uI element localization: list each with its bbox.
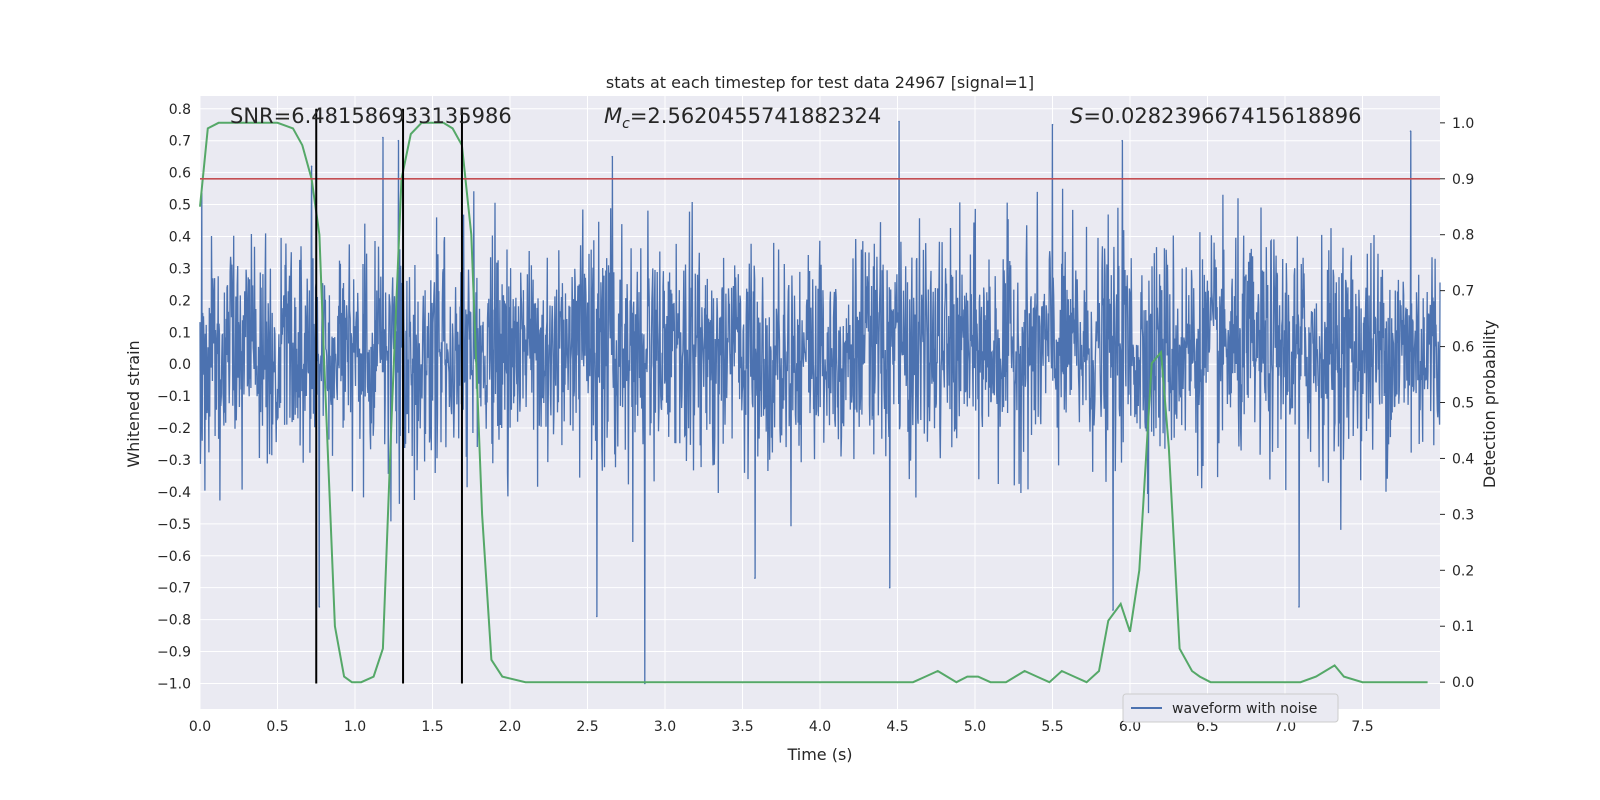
waveform-peak-point	[1298, 606, 1300, 608]
x-tick-label: 2.0	[499, 719, 521, 735]
x-tick-label: 7.5	[1351, 719, 1373, 735]
x-tick-label: 4.5	[886, 719, 908, 735]
y2-tick-label: 0.5	[1452, 396, 1474, 412]
chirp-mass-value: =2.5620455741882324	[630, 104, 881, 128]
waveform-peak-point	[1409, 130, 1412, 132]
waveform-peak-point	[596, 615, 598, 618]
chirp-mass-subscript: c	[622, 116, 630, 132]
y2-tick-label: 0.2	[1452, 563, 1474, 579]
y-tick-label: 0.4	[169, 229, 191, 245]
y-tick-label: −0.5	[157, 517, 191, 533]
y2-tick-label: 0.0	[1452, 675, 1474, 691]
x-tick-label: 6.0	[1119, 719, 1141, 735]
y-tick-label: 0.1	[169, 325, 191, 341]
waveform-peak-point	[898, 120, 900, 123]
x-tick-label: 1.0	[344, 719, 366, 735]
x-tick-labels: 0.0 0.5 1.0 1.5 2.0 2.5 3.0 3.5 4.0 4.5 5.0 5.5 6.0 6…	[189, 719, 1374, 735]
waveform-peak-point	[888, 586, 891, 589]
y-tick-label: 0.5	[169, 198, 191, 214]
y-tick-label: 0.2	[169, 293, 191, 309]
s-symbol: S	[1070, 104, 1083, 128]
y-tick-label: −0.4	[157, 485, 191, 501]
legend-entry-waveform: waveform with noise	[1172, 701, 1317, 717]
y-tick-label: −0.6	[157, 549, 191, 565]
y-tick-label: −0.2	[157, 421, 191, 437]
x-axis-label: Time (s)	[786, 745, 852, 764]
vertical-markers	[315, 108, 463, 684]
x-tick-label: 2.5	[576, 719, 598, 735]
waveform-peak-point	[397, 139, 400, 142]
legend-box	[1122, 693, 1339, 723]
waveform-line	[199, 121, 1441, 684]
legend: waveform with noise	[1122, 693, 1339, 723]
waveform-peak-point	[611, 155, 614, 158]
x-tick-label: 3.0	[654, 719, 676, 735]
y2-tick-label: 0.3	[1452, 507, 1474, 523]
x-tick-label: 5.0	[964, 719, 986, 735]
y2-tick-label: 0.8	[1452, 228, 1474, 244]
y2-tick-labels: 1.0 0.9 0.8 0.7 0.6 0.5 0.4 0.3 0.2 0.1 0.0	[1440, 116, 1474, 691]
waveform-peak-point	[1121, 139, 1124, 142]
y-tick-label: 0.0	[169, 357, 191, 373]
x-tick-label: 1.5	[421, 719, 443, 735]
y-tick-label: −0.9	[157, 645, 191, 661]
y2-tick-label: 0.9	[1452, 172, 1474, 188]
y-tick-label: −1.0	[157, 676, 191, 692]
x-tick-label: 7.0	[1274, 719, 1296, 735]
x-tick-label: 0.0	[189, 719, 211, 735]
y-tick-label: −0.8	[157, 613, 191, 629]
chirp-mass-annotation: Mc=2.5620455741882324	[604, 104, 881, 132]
detection-probability-line	[199, 121, 1428, 684]
y-tick-label: −0.7	[157, 581, 191, 597]
y-tick-label: −0.3	[157, 453, 191, 469]
y2-tick-label: 0.4	[1452, 451, 1474, 467]
y-tick-label: −0.1	[157, 389, 191, 405]
waveform-peak-point	[1112, 609, 1114, 611]
y-axis-label: Whitened strain	[124, 340, 143, 467]
y-tick-label: 0.3	[169, 261, 191, 277]
s-annotation: S=0.028239667415618896	[1070, 104, 1361, 128]
chart-title: stats at each timestep for test data 249…	[606, 73, 1034, 92]
y2-tick-label: 1.0	[1452, 116, 1474, 132]
y-tick-label: 0.7	[169, 134, 191, 150]
waveform-peak-point	[318, 606, 321, 608]
waveform-peak-point	[310, 165, 313, 168]
snr-annotation: SNR=6.481586933135986	[230, 104, 512, 128]
y2-tick-label: 0.7	[1452, 284, 1474, 300]
x-tick-label: 4.0	[809, 719, 831, 735]
y-tick-label: 0.6	[169, 166, 191, 182]
y2-axis-label: Detection probability	[1480, 320, 1499, 488]
chirp-mass-symbol: M	[604, 104, 622, 128]
y2-tick-label: 0.6	[1452, 340, 1474, 356]
x-tick-label: 3.5	[731, 719, 753, 735]
waveform-peak-point	[382, 136, 384, 139]
x-tick-label: 6.5	[1196, 719, 1218, 735]
s-value: =0.028239667415618896	[1083, 104, 1361, 128]
y-tick-labels: 0.8 0.7 0.6 0.5 0.4 0.3 0.2 0.1 0.0 −0.1 −0.2 −0.3 −…	[157, 102, 191, 693]
waveform-peak-point	[1051, 123, 1054, 126]
x-tick-label: 5.5	[1041, 719, 1063, 735]
detection-probability-series	[199, 121, 1428, 684]
x-tick-label: 0.5	[266, 719, 288, 735]
y2-tick-label: 0.1	[1452, 619, 1474, 635]
waveform-peak-point	[754, 577, 756, 579]
y-tick-label: 0.8	[169, 102, 191, 118]
